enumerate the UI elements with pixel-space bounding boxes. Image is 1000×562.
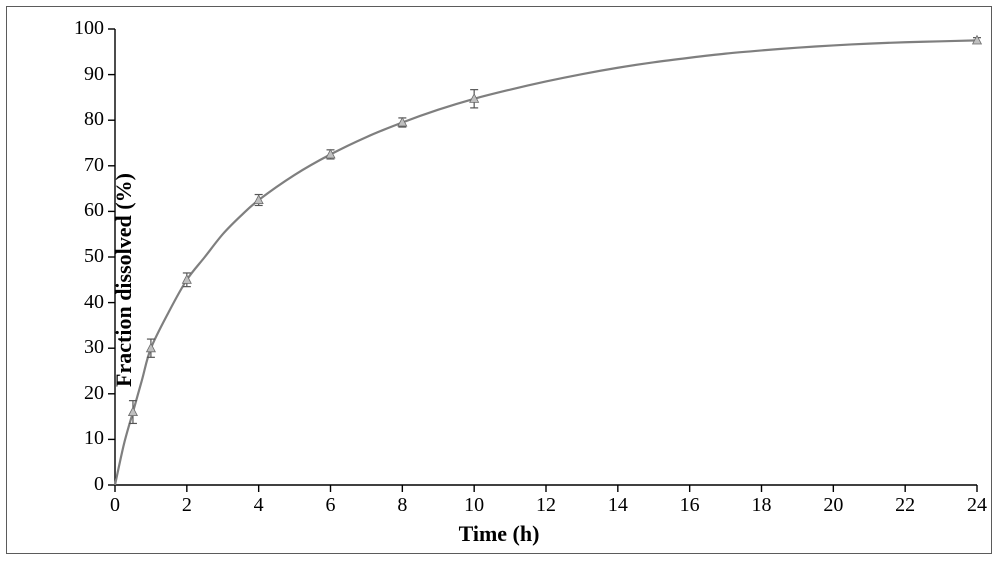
x-tick-label: 16 xyxy=(680,494,700,517)
y-tick-label: 40 xyxy=(64,291,104,314)
y-tick-label: 30 xyxy=(64,336,104,359)
data-point-marker xyxy=(129,407,138,415)
y-tick-label: 60 xyxy=(64,199,104,222)
y-tick-label: 80 xyxy=(64,108,104,131)
y-tick-label: 100 xyxy=(64,17,104,40)
x-tick-label: 8 xyxy=(397,494,407,517)
x-tick-label: 2 xyxy=(182,494,192,517)
x-tick-label: 24 xyxy=(967,494,987,517)
x-tick-label: 12 xyxy=(536,494,556,517)
x-tick-label: 14 xyxy=(608,494,628,517)
chart-frame: Fraction dissolved (%) Time (h) 01020304… xyxy=(6,6,992,554)
y-tick-label: 50 xyxy=(64,245,104,268)
dissolution-chart xyxy=(7,7,993,555)
x-tick-label: 6 xyxy=(326,494,336,517)
x-tick-label: 20 xyxy=(823,494,843,517)
y-tick-label: 90 xyxy=(64,63,104,86)
y-tick-label: 10 xyxy=(64,427,104,450)
data-point-marker xyxy=(147,343,156,351)
x-tick-label: 10 xyxy=(464,494,484,517)
x-tick-label: 22 xyxy=(895,494,915,517)
x-tick-label: 4 xyxy=(254,494,264,517)
x-tick-label: 0 xyxy=(110,494,120,517)
x-tick-label: 18 xyxy=(752,494,772,517)
y-tick-label: 70 xyxy=(64,154,104,177)
y-tick-label: 20 xyxy=(64,382,104,405)
dissolution-curve xyxy=(115,40,977,485)
y-tick-label: 0 xyxy=(64,473,104,496)
